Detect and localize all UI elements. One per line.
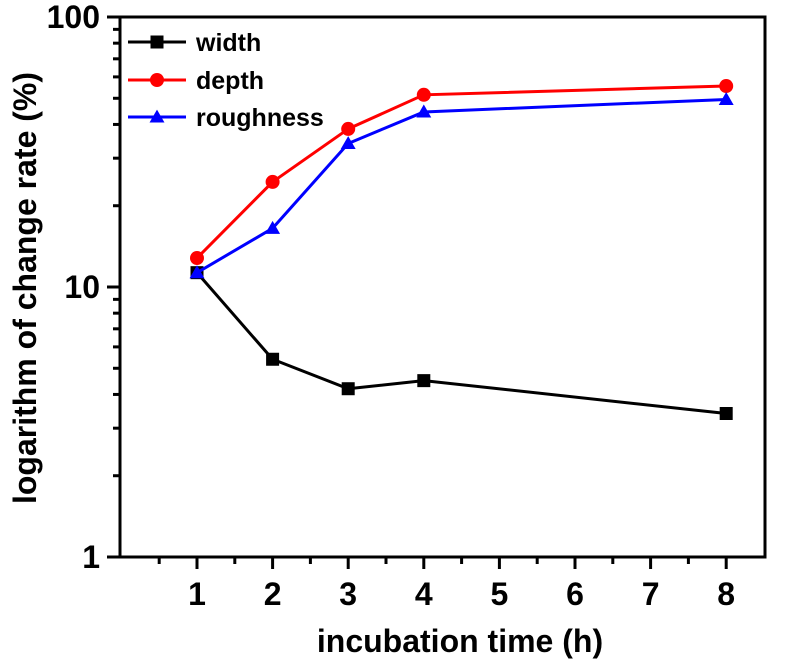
plot-frame (118, 15, 767, 559)
depth-point (341, 121, 356, 136)
legend-marker (149, 109, 165, 123)
y-tick-label: 10 (64, 269, 100, 305)
y-axis-title: logarithm of change rate (%) (7, 72, 43, 504)
x-tick-label: 5 (491, 576, 509, 612)
legend-label: width (195, 29, 261, 57)
x-tick-label: 7 (642, 576, 660, 612)
width-point (341, 382, 355, 396)
y-tick-label: 100 (47, 0, 100, 35)
depth-point (190, 251, 204, 266)
legend-marker (150, 35, 164, 49)
width-line (195, 271, 727, 415)
x-tick-label: 4 (415, 576, 433, 612)
roughness-point (718, 92, 734, 106)
legend-label: depth (196, 67, 264, 95)
roughness-point (265, 220, 281, 234)
series-roughness (189, 92, 734, 279)
series-depth (190, 79, 734, 266)
roughness-point (340, 136, 356, 150)
width-point (719, 407, 733, 421)
legend-item-depth: depth (128, 67, 264, 95)
x-tick-label: 6 (566, 576, 584, 612)
legend-marker (150, 73, 164, 87)
series-width (190, 266, 733, 421)
roughness-point (189, 265, 205, 279)
x-tick-label: 3 (339, 576, 357, 612)
x-tick-label: 8 (717, 576, 735, 612)
legend-item-roughness: roughness (128, 104, 324, 132)
x-axis-title: incubation time (h) (317, 623, 603, 659)
depth-point (719, 79, 734, 94)
roughness-point (416, 104, 432, 118)
y-tick-label: 1 (82, 539, 100, 575)
width-point (266, 352, 280, 366)
width-point (417, 374, 431, 388)
x-tick-label: 1 (188, 576, 206, 612)
legend-label: roughness (196, 104, 324, 132)
depth-point (416, 87, 431, 102)
legend-item-width: width (128, 29, 261, 57)
depth-point (265, 174, 280, 189)
x-tick-label: 2 (264, 576, 282, 612)
